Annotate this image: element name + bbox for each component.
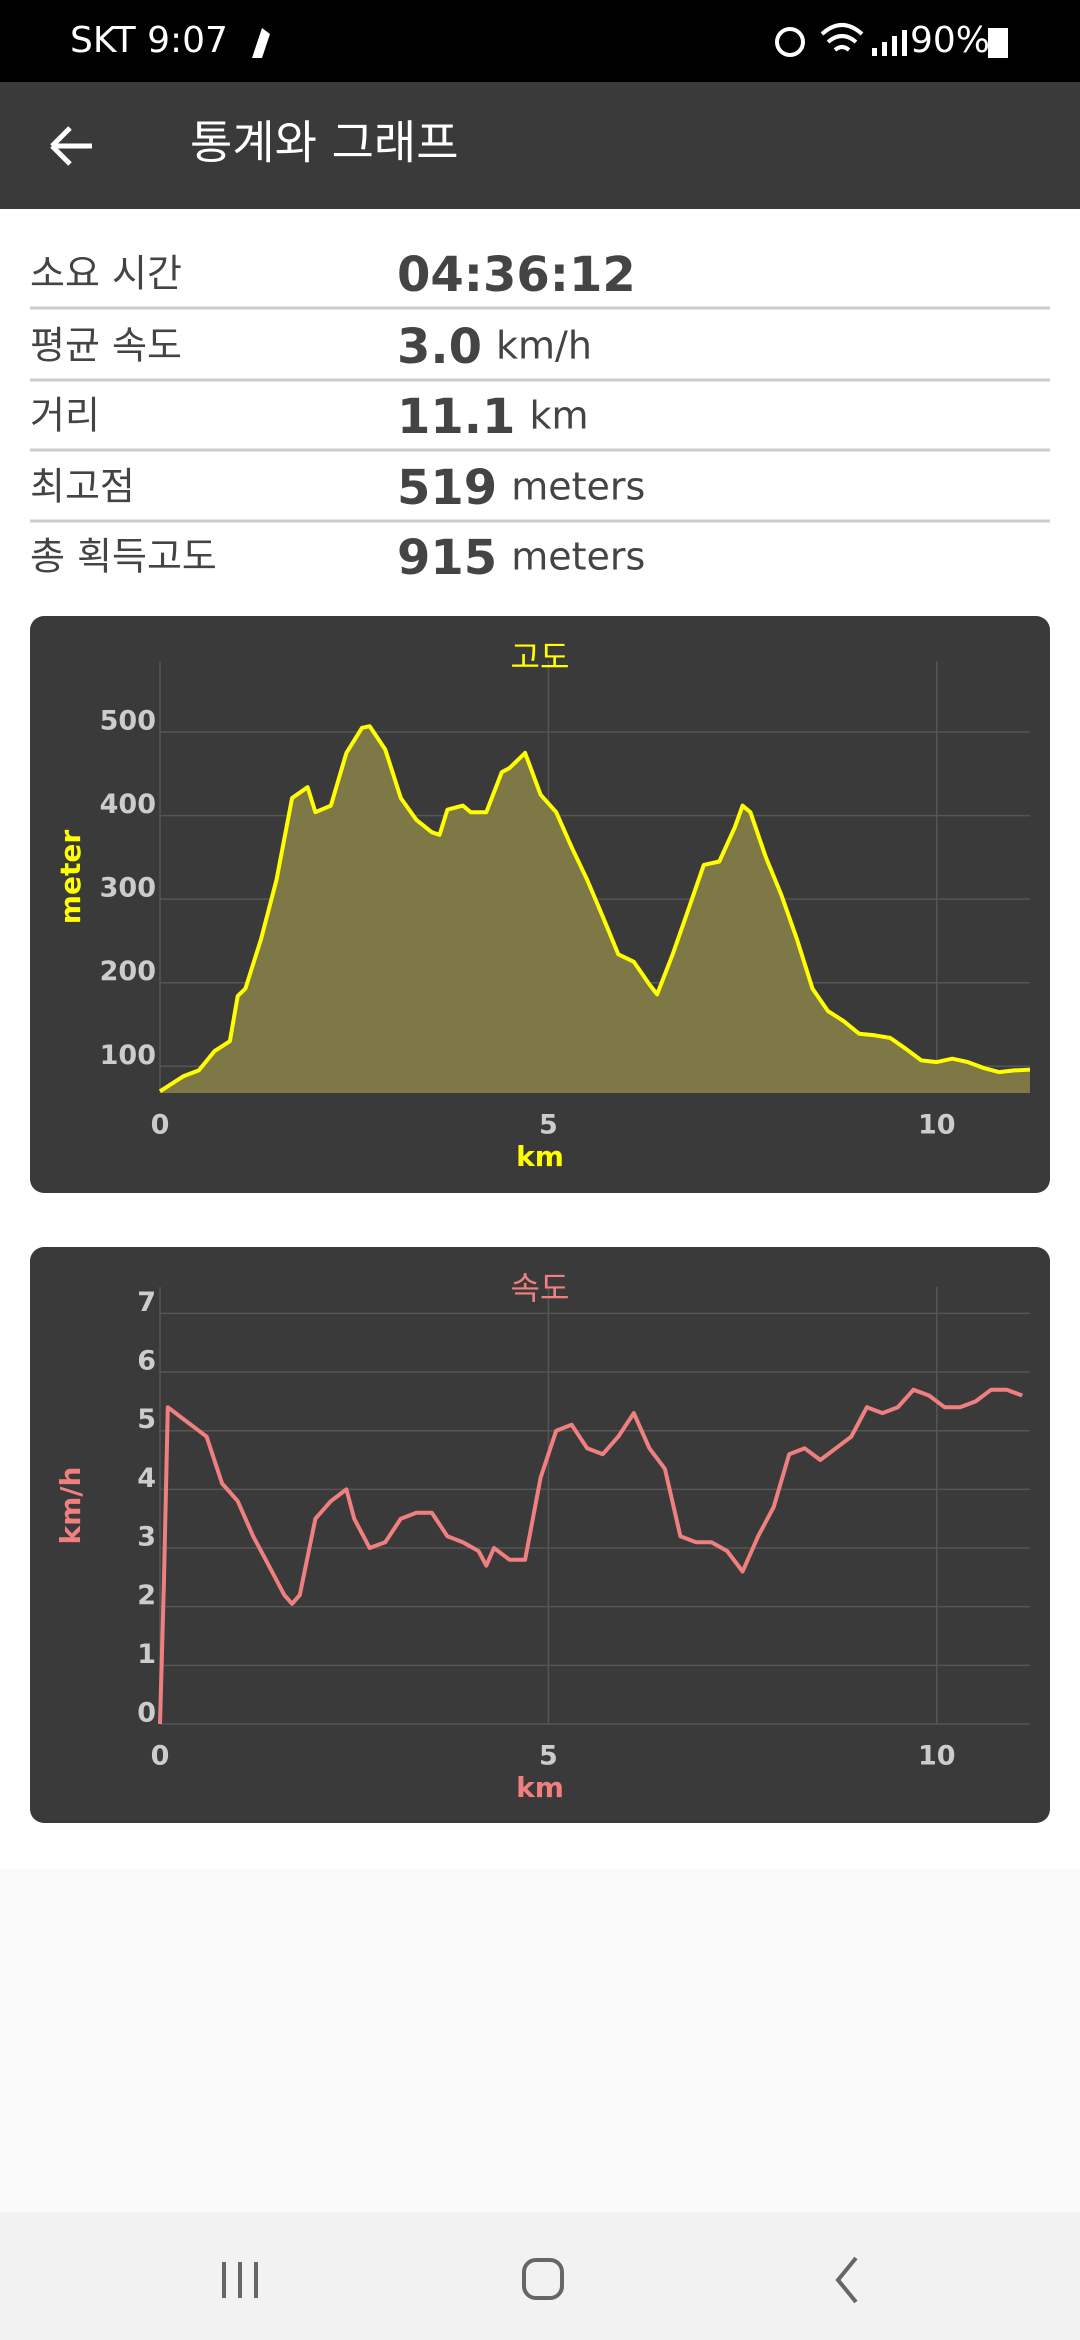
nav-back-button[interactable] [835, 2256, 858, 2304]
wifi-icon [820, 23, 864, 52]
x-axis-label: km [516, 1771, 564, 1804]
signal-icon [872, 30, 907, 56]
speed-line [158, 1387, 1023, 1725]
x-tick-label: 5 [539, 1110, 558, 1141]
speed-panel [30, 1247, 1050, 1823]
stat-label: 평균 속도 [30, 324, 182, 368]
y-tick-label: 0 [137, 1698, 156, 1729]
x-tick-label: 5 [539, 1741, 558, 1772]
stat-label: 총 획득고도 [30, 535, 217, 579]
chart-title: 속도 [511, 1269, 570, 1307]
recents-button[interactable] [222, 2262, 258, 2298]
y-tick-label: 300 [100, 873, 156, 904]
y-axis-label: meter [54, 830, 87, 925]
x-axis-label: km [516, 1140, 564, 1173]
back-button[interactable] [50, 126, 92, 166]
battery-icon [988, 28, 1008, 58]
nav-bar [0, 2212, 1080, 2340]
stat-unit: meters [511, 535, 645, 579]
x-tick-label: 10 [918, 1110, 956, 1141]
stat-label: 거리 [30, 394, 100, 438]
elevation-area [160, 726, 1030, 1093]
y-axis-label: km/h [54, 1467, 87, 1545]
stat-label: 최고점 [30, 465, 135, 509]
home-button[interactable] [522, 2258, 564, 2300]
screen-title: 통계와 그래프 [190, 116, 459, 170]
stat-value: 3.0 [397, 319, 482, 375]
y-tick-label: 2 [137, 1580, 156, 1611]
x-tick-label: 10 [918, 1741, 956, 1772]
y-tick-label: 1 [137, 1639, 156, 1670]
alarm-icon [775, 27, 805, 57]
elevation-line [158, 724, 1031, 1093]
app-icon [252, 28, 270, 58]
y-tick-label: 3 [137, 1522, 156, 1553]
chart-title: 고도 [511, 638, 570, 676]
y-tick-label: 400 [100, 789, 156, 820]
status-bar [0, 0, 1080, 82]
stat-value: 11.1 [397, 389, 515, 445]
battery-text: 90% [910, 20, 990, 61]
stat-value: 519 [397, 460, 497, 516]
x-tick-label: 0 [151, 1741, 170, 1772]
stat-label: 소요 시간 [30, 252, 182, 296]
y-tick-label: 100 [100, 1040, 156, 1071]
y-tick-label: 7 [137, 1287, 156, 1318]
y-tick-label: 5 [137, 1404, 156, 1435]
app-bar [0, 82, 1080, 209]
stat-value: 04:36:12 [397, 247, 636, 303]
y-tick-label: 6 [137, 1346, 156, 1377]
x-tick-label: 0 [151, 1110, 170, 1141]
y-tick-label: 4 [137, 1463, 156, 1494]
carrier-time: SKT 9:07 [70, 20, 228, 61]
y-tick-label: 500 [100, 706, 156, 737]
y-tick-label: 200 [100, 956, 156, 987]
stat-value: 915 [397, 530, 497, 586]
stat-unit: meters [511, 465, 645, 509]
stat-unit: km/h [496, 324, 592, 368]
stat-unit: km [529, 394, 588, 438]
